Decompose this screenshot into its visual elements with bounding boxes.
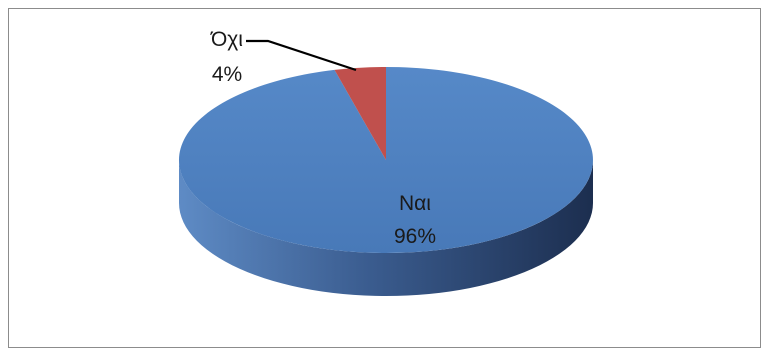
pie-side-yes — [179, 160, 593, 296]
label-group: Ναι 96% Όχι 4% — [210, 28, 436, 248]
leader-line-no — [246, 39, 357, 72]
slice-label-no-category: Όχι — [210, 28, 243, 51]
pie-group — [178, 67, 593, 296]
slice-label-yes-category: Ναι — [399, 192, 431, 215]
pie-slice-yes — [178, 67, 593, 254]
pie-slice-no — [334, 67, 386, 160]
slice-label-yes-percent: 96% — [394, 225, 436, 248]
slice-label-no-percent: 4% — [212, 63, 242, 86]
